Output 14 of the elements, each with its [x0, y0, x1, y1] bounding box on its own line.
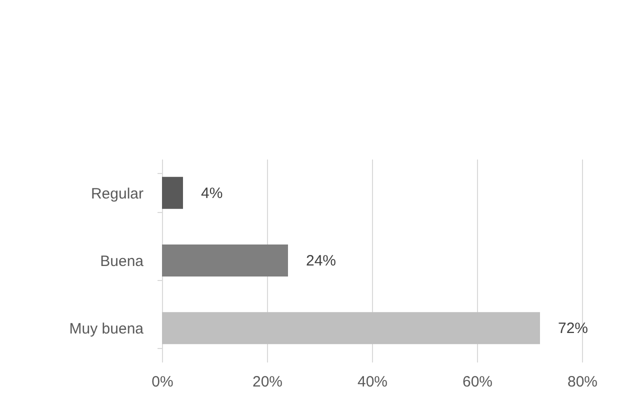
bar [162, 176, 183, 209]
x-tick-label: 0% [152, 374, 174, 390]
bar [162, 312, 540, 344]
data-label: 24% [306, 252, 336, 270]
data-label: 72% [558, 320, 588, 338]
y-tick-label: Muy buena [69, 320, 144, 338]
x-tick-label: 80% [567, 374, 598, 390]
y-tick-label: Buena [100, 253, 144, 270]
x-tick-label: 20% [252, 374, 283, 390]
y-tick-label: Regular [90, 185, 144, 202]
x-tick-label: 40% [357, 374, 388, 390]
bar [162, 244, 288, 276]
x-tick-label: 60% [462, 374, 493, 390]
data-label: 4% [201, 184, 223, 202]
